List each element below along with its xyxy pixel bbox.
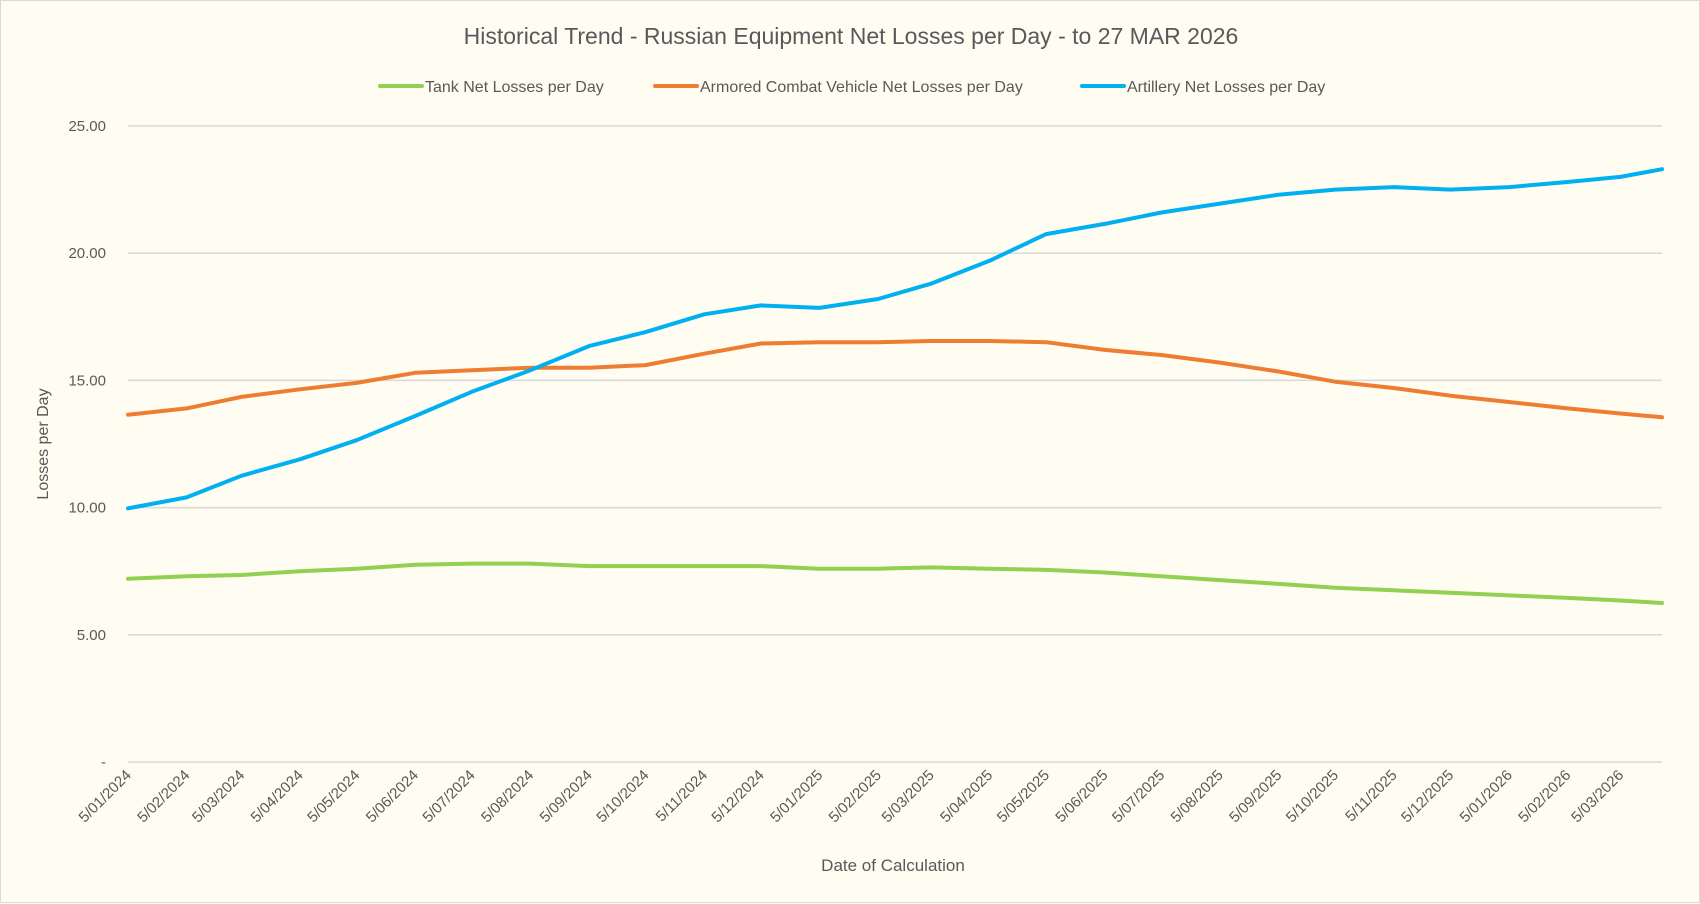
x-tick-label: 5/12/2025 xyxy=(1398,767,1457,826)
y-axis-title: Losses per Day xyxy=(35,388,52,499)
x-tick-label: 5/09/2025 xyxy=(1226,767,1285,826)
x-tick-label: 5/08/2025 xyxy=(1168,767,1227,826)
legend-label: Tank Net Losses per Day xyxy=(425,79,604,96)
series-lines xyxy=(126,167,1664,605)
x-tick-label: 5/06/2025 xyxy=(1052,767,1111,826)
x-tick-label: 5/10/2025 xyxy=(1283,767,1342,826)
series-line xyxy=(126,339,1664,420)
x-tick-label: 5/01/2024 xyxy=(76,767,135,826)
gridlines xyxy=(128,125,1662,763)
x-tick-label: 5/06/2024 xyxy=(363,767,422,826)
y-tick-label: 20.00 xyxy=(68,245,106,262)
x-tick-label: 5/05/2025 xyxy=(994,767,1053,826)
x-tick-label: 5/07/2024 xyxy=(419,767,478,826)
x-tick-label: 5/03/2025 xyxy=(879,767,938,826)
x-axis-title: Date of Calculation xyxy=(821,856,965,875)
x-tick-label: 5/02/2025 xyxy=(826,767,885,826)
y-tick-label: 25.00 xyxy=(68,118,106,135)
x-tick-label: 5/05/2024 xyxy=(304,767,363,826)
x-tick-label: 5/12/2024 xyxy=(708,767,767,826)
x-tick-label: 5/02/2024 xyxy=(134,767,193,826)
series-line xyxy=(126,561,1664,605)
legend-label: Artillery Net Losses per Day xyxy=(1127,79,1325,96)
x-tick-label: 5/11/2024 xyxy=(653,767,711,825)
x-tick-label: 5/03/2024 xyxy=(189,767,248,826)
series-line xyxy=(126,167,1664,511)
x-tick-label: 5/08/2024 xyxy=(478,767,537,826)
legend: Tank Net Losses per Day Armored Combat Ve… xyxy=(378,79,1325,96)
legend-label: Armored Combat Vehicle Net Losses per Da… xyxy=(700,79,1023,96)
y-tick-label: - xyxy=(101,754,106,771)
x-tick-label: 5/10/2024 xyxy=(593,767,652,826)
y-tick-label: 15.00 xyxy=(68,372,106,389)
x-tick-label: 5/11/2025 xyxy=(1342,767,1400,825)
x-tick-label: 5/01/2026 xyxy=(1457,767,1516,826)
y-tick-label: 10.00 xyxy=(68,500,106,517)
y-axis-ticks: - 5.00 10.00 15.00 20.00 25.00 xyxy=(68,118,106,771)
y-tick-label: 5.00 xyxy=(77,627,106,644)
x-tick-label: 5/04/2025 xyxy=(937,767,996,826)
x-tick-label: 5/09/2024 xyxy=(537,767,596,826)
x-tick-label: 5/07/2025 xyxy=(1109,767,1168,826)
x-tick-label: 5/02/2026 xyxy=(1515,767,1574,826)
x-tick-label: 5/04/2024 xyxy=(248,767,307,826)
chart-title: Historical Trend - Russian Equipment Net… xyxy=(464,23,1239,49)
x-tick-label: 5/01/2025 xyxy=(767,767,826,826)
x-tick-label: 5/03/2026 xyxy=(1568,767,1627,826)
